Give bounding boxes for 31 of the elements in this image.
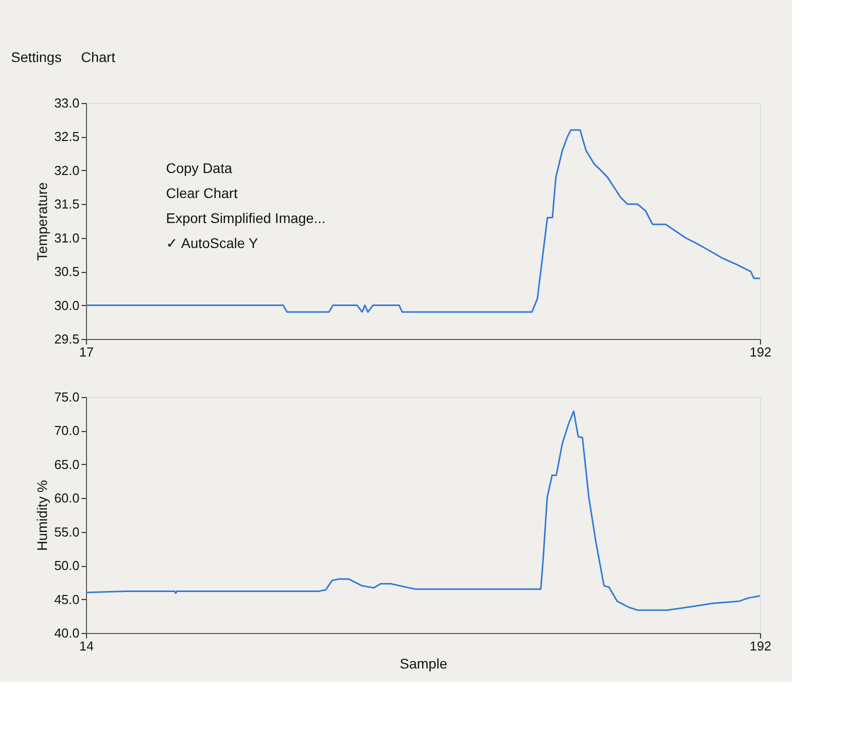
y-tick-label: 29.5 [54,332,80,346]
annotation: Clear Chart [166,185,238,201]
y-axis-title: Temperature [34,182,50,261]
y-tick-label: 32.5 [54,129,80,144]
y-tick-label: 40.0 [54,626,80,640]
x-tick-label: 17 [79,344,94,360]
x-tick-label: 192 [750,344,772,360]
line-series [85,410,761,611]
line-series [85,129,761,313]
y-tick-label: 55.0 [54,524,80,540]
text: Chart [81,49,116,65]
x-tick-label: 14 [79,638,94,654]
y-tick-label: 30.5 [54,264,80,280]
y-tick-label: 31.5 [54,196,80,212]
text: Settings [11,49,62,65]
y-tick-label: 30.0 [54,298,80,313]
y-tick-label: 32.0 [54,162,80,178]
y-tick-label: 60.0 [54,490,80,506]
y-tick-label: 50.0 [54,558,80,574]
annotation: ✓ AutoScale Y [166,235,259,251]
y-axis-title: Humidity % [34,480,50,551]
y-tick-label: 70.0 [54,423,80,438]
y-tick-label: 75.0 [54,390,80,404]
y-tick-label: 33.0 [54,96,80,110]
y-tick-label: 65.0 [54,456,80,472]
y-tick-label: 45.0 [54,592,80,607]
x-tick-label: 192 [750,638,772,654]
y-tick-label: 31.0 [54,230,80,246]
x-axis-title: Sample [400,656,448,672]
annotation: Export Simplified Image... [166,210,326,226]
annotation: Copy Data [166,160,232,176]
